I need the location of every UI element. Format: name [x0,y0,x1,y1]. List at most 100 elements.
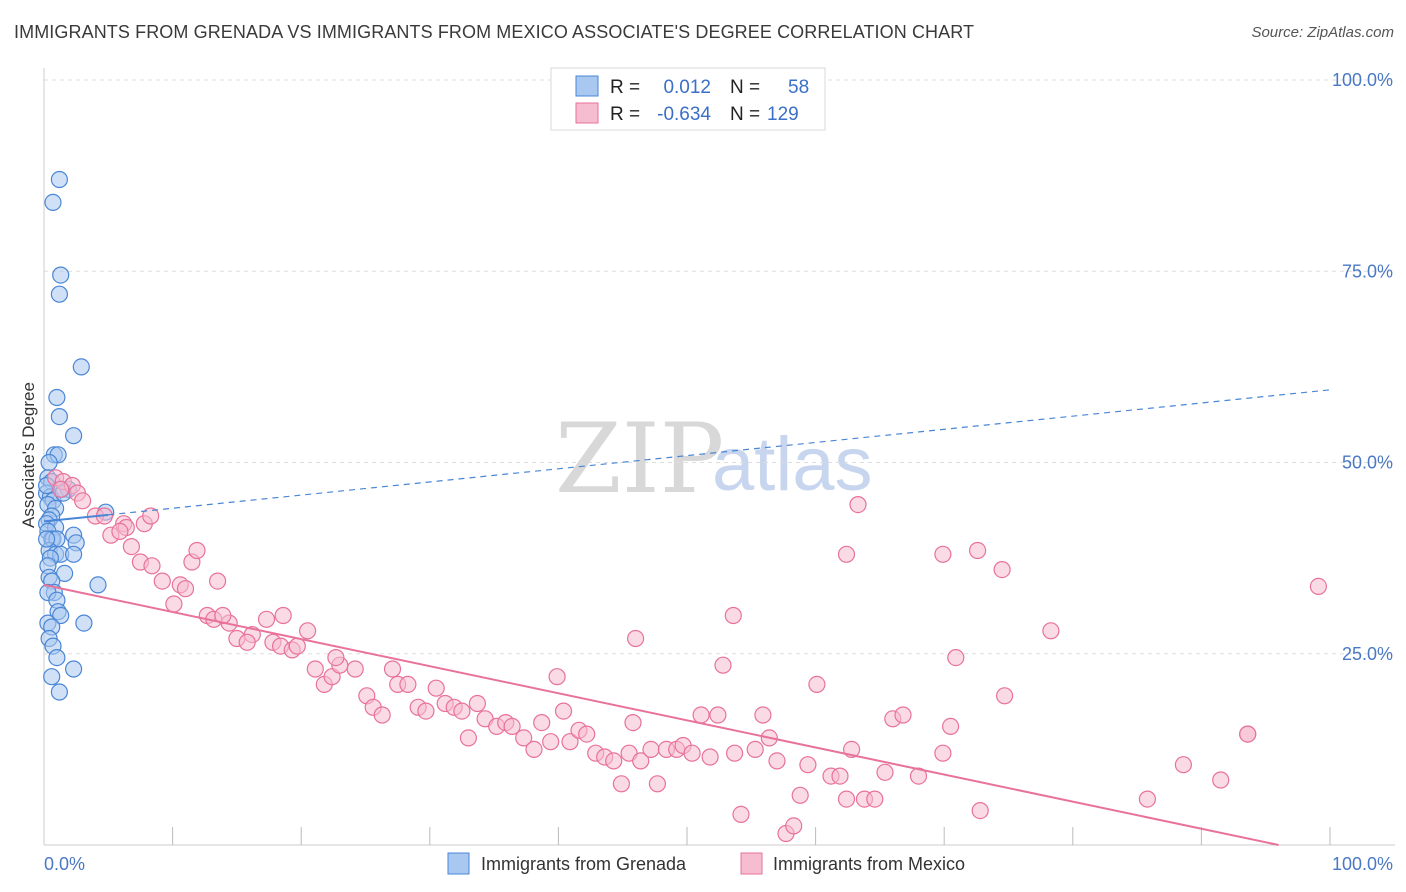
data-point [624,713,642,732]
data-point [548,668,566,686]
watermark-zip: ZIP [555,403,724,515]
data-point [612,775,631,793]
data-point [754,706,772,724]
x-tick-labels: 0.0% 100.0% [44,854,1393,874]
data-point [791,786,809,804]
data-point [143,557,161,575]
data-point [257,610,276,628]
trend-line-grenada-solid [43,513,109,523]
data-point [947,648,965,667]
data-point [1042,622,1060,640]
data-point [533,713,551,732]
data-point [417,702,435,720]
trend-lines [43,389,1331,846]
data-point [909,767,928,785]
data-point [632,752,650,770]
data-point [1239,725,1257,743]
data-point [209,572,227,590]
data-point [605,752,623,770]
data-point [701,748,719,766]
data-point [64,545,83,563]
data-point [503,717,521,736]
data-point [642,740,660,759]
data-point [176,580,195,598]
data-point [52,266,70,284]
data-point [808,675,826,694]
data-point [968,541,987,560]
bottom-legend-label-grenada: Immigrants from Grenada [481,854,687,874]
series-grenada-points [37,170,115,701]
data-point [837,545,856,563]
data-point [934,744,952,762]
data-point [142,507,160,525]
data-point [1174,756,1193,774]
data-point [64,660,83,678]
data-point [188,541,206,560]
data-point [153,572,171,590]
legend-n-value-mexico: 129 [767,104,799,125]
data-point [50,170,69,189]
data-point [1309,577,1328,596]
watermark: ZIP atlas [555,403,873,515]
y-tick-label: 75.0% [1342,261,1393,281]
data-point [831,767,849,785]
data-point [724,606,742,625]
data-point [73,492,92,510]
data-point [43,668,61,686]
data-point [48,648,66,667]
data-point [453,702,471,720]
bottom-legend-swatch-grenada [447,852,470,875]
data-point [941,717,960,736]
data-point [648,775,667,793]
data-point [709,706,727,724]
legend-n-value-grenada: 58 [788,77,809,98]
y-tick-label: 100.0% [1332,70,1393,90]
data-point [48,388,66,407]
data-point [238,633,256,651]
data-point [399,675,417,694]
legend-r-label-grenada: R = [610,77,640,98]
data-point [894,706,912,724]
data-point [837,790,856,808]
data-point [89,576,107,594]
data-point [714,656,732,674]
data-point [542,733,560,751]
data-point [725,744,744,762]
data-point [849,496,867,514]
data-point [683,744,701,762]
data-point [37,530,56,548]
data-point [626,629,645,648]
data-point [75,614,93,632]
data-point [288,637,306,655]
data-point [799,756,817,774]
data-point [299,622,317,640]
data-point [732,805,750,824]
data-point [427,679,445,697]
legend-swatch-mexico [575,102,599,124]
data-point [346,660,364,678]
data-point [44,193,62,211]
data-point [306,660,324,678]
y-tick-label: 25.0% [1342,644,1393,664]
data-point [993,560,1011,579]
data-point [1138,790,1157,808]
legend-r-value-grenada: 0.012 [663,77,711,98]
data-point [971,801,989,820]
data-point [327,648,345,667]
data-point [578,725,596,743]
legend-n-label-grenada: N = [730,77,760,98]
data-point [515,729,533,747]
data-point [1212,771,1230,789]
data-point [785,817,803,835]
data-point [50,285,69,303]
data-point [52,480,70,498]
data-point [40,453,58,472]
data-point [866,790,884,808]
data-point [50,408,69,426]
data-point [72,358,90,376]
x-tick-label-end: 100.0% [1332,854,1393,874]
y-axis-title: Associate's Degree [19,382,38,528]
data-point [561,733,579,751]
legend-r-label-mexico: R = [610,104,640,125]
